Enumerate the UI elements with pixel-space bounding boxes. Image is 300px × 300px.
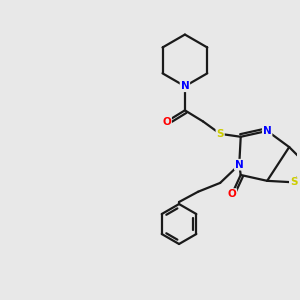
Text: N: N <box>235 160 244 170</box>
Text: O: O <box>227 189 236 199</box>
Text: N: N <box>181 81 189 91</box>
Text: O: O <box>162 116 171 127</box>
Text: S: S <box>216 129 224 139</box>
Text: N: N <box>263 126 272 136</box>
Text: S: S <box>290 177 297 187</box>
